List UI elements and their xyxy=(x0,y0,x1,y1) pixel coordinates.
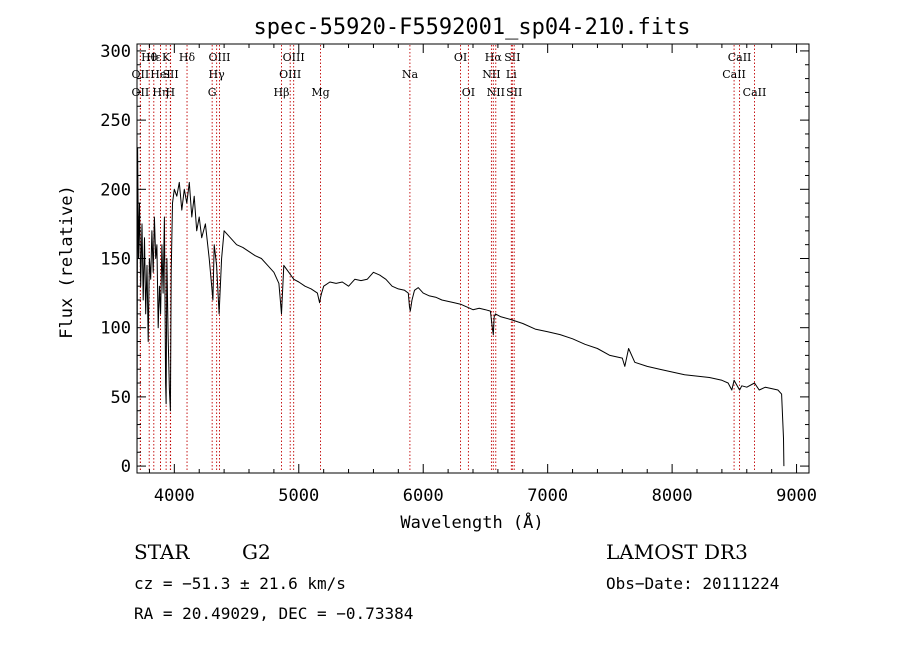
line-label-19: OI xyxy=(462,86,475,99)
object-subclass: G2 xyxy=(242,540,271,564)
chart-title: spec-55920-F5592001_sp04-210.fits xyxy=(253,15,690,40)
line-label-20: Hα xyxy=(485,51,503,64)
series-layer xyxy=(136,147,785,467)
line-label-16: Mg xyxy=(311,86,329,99)
line-label-8: H xyxy=(166,86,176,99)
line-label-11: Hγ xyxy=(209,68,226,81)
line-label-26: CaII xyxy=(728,51,752,64)
x-tick-label-5: 9000 xyxy=(776,486,817,506)
line-label-5: Hη xyxy=(152,86,168,99)
y-axis-label: Flux (relative) xyxy=(57,185,77,339)
line-label-14: OIII xyxy=(279,68,301,81)
redshift-velocity: cz = −51.3 ± 21.6 km/s xyxy=(134,574,346,593)
line-label-22: NII xyxy=(487,86,505,99)
y-tick-label-6: 300 xyxy=(100,42,131,62)
line-label-10: OIII xyxy=(208,51,230,64)
line-label-6: K xyxy=(162,51,171,64)
axes: 4000 5000 6000 7000 8000 9000 0 50 100 150 200 250 3… xyxy=(100,42,817,506)
y-tick-label-4: 200 xyxy=(100,180,131,200)
observation-date: Obs−Date: 20111224 xyxy=(606,574,780,593)
x-tick-label-4: 8000 xyxy=(652,486,693,506)
x-tick-label-1: 5000 xyxy=(278,486,319,506)
y-tick-label-2: 100 xyxy=(100,319,131,339)
line-label-28: CaII xyxy=(743,86,767,99)
x-tick-label-3: 7000 xyxy=(527,486,568,506)
line-label-23: SII xyxy=(504,51,520,64)
y-tick-label-5: 250 xyxy=(100,111,131,131)
line-label-17: Na xyxy=(402,68,419,81)
line-label-9: Hδ xyxy=(179,51,196,64)
x-tick-label-2: 6000 xyxy=(403,486,444,506)
coordinates: RA = 20.49029, DEC = −0.73384 xyxy=(134,604,414,623)
line-label-25: SII xyxy=(506,86,522,99)
line-label-0: Hθ xyxy=(141,51,158,64)
plot-frame xyxy=(136,43,810,474)
line-label-3: Hε xyxy=(146,51,162,64)
line-label-21: NII xyxy=(482,68,500,81)
y-tick-label-3: 150 xyxy=(100,250,131,270)
object-class: STAR xyxy=(134,540,190,564)
survey-name: LAMOST DR3 xyxy=(606,540,748,564)
series-line-0 xyxy=(136,147,785,467)
line-label-24: Li xyxy=(506,68,517,81)
line-label-18: OI xyxy=(454,51,467,64)
line-label-12: G xyxy=(208,86,217,99)
y-tick-label-0: 0 xyxy=(121,457,131,477)
x-axis-label: Wavelength (Å) xyxy=(400,511,543,533)
y-tick-label-1: 50 xyxy=(111,388,131,408)
line-label-13: OIII xyxy=(283,51,305,64)
line-label-27: CaII xyxy=(722,68,746,81)
line-label-15: Hβ xyxy=(274,86,290,99)
x-tick-label-0: 4000 xyxy=(154,486,195,506)
